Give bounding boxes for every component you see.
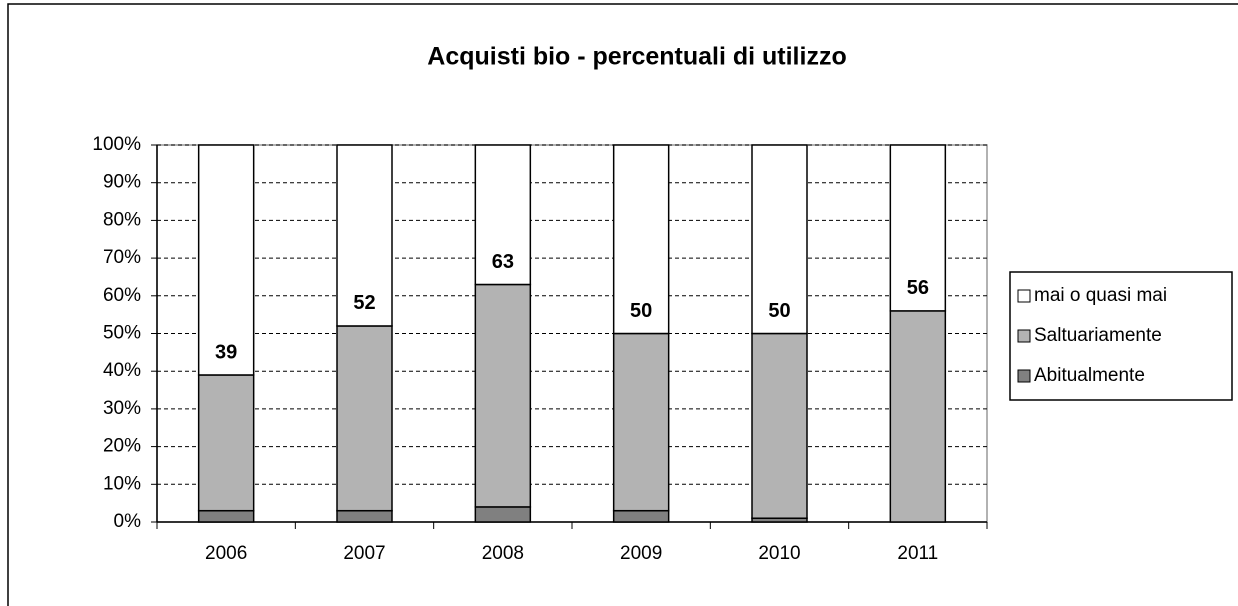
y-tick-label: 100% [92, 134, 141, 155]
x-tick-label: 2009 [620, 543, 662, 564]
bar-segment [612, 144, 670, 335]
data-label: 50 [630, 300, 652, 322]
bar-segment [197, 374, 255, 512]
chart-title: Acquisti bio - percentuali di utilizzo [427, 43, 846, 71]
legend-box [1009, 271, 1233, 401]
y-tick-label: 80% [103, 209, 141, 230]
bar-segment [336, 509, 393, 523]
y-tick-label: 10% [103, 473, 141, 494]
legend-label: mai o quasi mai [1034, 285, 1167, 306]
legend-swatch [1017, 289, 1031, 303]
bar-segment [474, 283, 532, 508]
x-tick-label: 2008 [482, 543, 524, 564]
data-label: 56 [907, 277, 929, 299]
bar-segment [336, 325, 393, 512]
y-tick-label: 20% [103, 436, 141, 457]
x-tick-label: 2007 [343, 543, 385, 564]
legend-label: Saltuariamente [1034, 325, 1162, 346]
legend-label: Abitualmente [1034, 365, 1145, 386]
y-tick-label: 60% [103, 285, 141, 306]
x-tick-label: 2011 [897, 543, 938, 564]
data-label: 63 [492, 251, 514, 273]
data-label: 52 [353, 292, 375, 314]
data-label: 39 [215, 341, 237, 363]
y-tick-label: 40% [103, 360, 141, 381]
bar-segment [336, 144, 393, 327]
legend-swatch [1017, 329, 1031, 343]
bar-segment [474, 506, 532, 523]
bar-segment [197, 144, 255, 376]
x-tick-label: 2006 [205, 543, 247, 564]
bar-segment [889, 144, 947, 312]
bar-segment [751, 144, 808, 335]
bar-segment [197, 509, 255, 523]
bar-segment [474, 144, 532, 286]
y-tick-label: 90% [103, 172, 141, 193]
x-tick-label: 2010 [758, 543, 800, 564]
y-tick-label: 70% [103, 247, 141, 268]
bar-segment [751, 332, 808, 519]
y-tick-label: 50% [103, 323, 141, 344]
bar-segment [612, 332, 670, 512]
bar-segment [612, 509, 670, 523]
y-tick-label: 30% [103, 398, 141, 419]
bar-segment [889, 310, 947, 523]
legend-swatch [1017, 369, 1031, 383]
y-tick-label: 0% [114, 511, 142, 532]
data-label: 50 [768, 300, 790, 322]
